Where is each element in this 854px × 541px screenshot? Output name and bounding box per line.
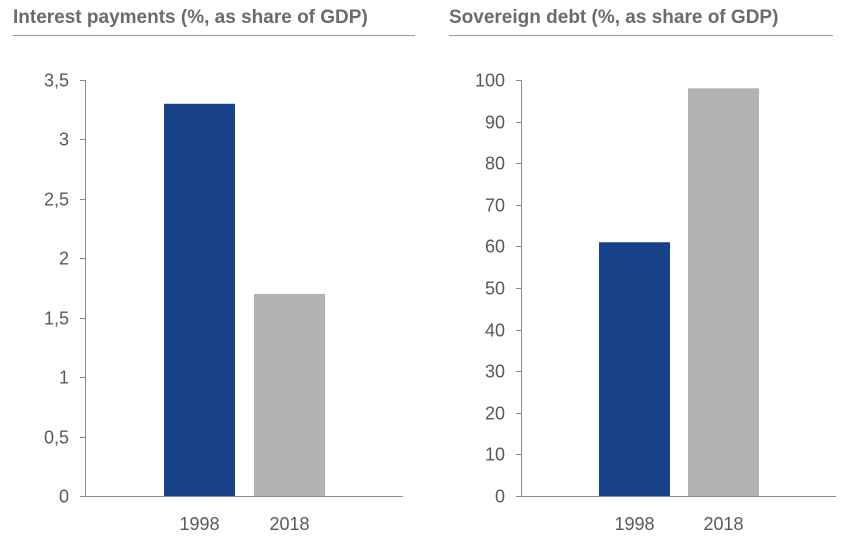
debt-y-tick-label: 50 — [485, 279, 505, 299]
debt-y-tick-label: 40 — [485, 321, 505, 341]
debt-bar-2018 — [688, 88, 759, 496]
interest-y-tick-label: 3 — [59, 130, 69, 150]
interest-y-tick-label: 0 — [59, 487, 69, 507]
debt-x-tick-label: 2018 — [703, 514, 743, 534]
debt-y-tick-label: 60 — [485, 237, 505, 257]
interest-y-tick-label: 0,5 — [44, 428, 69, 448]
debt-x-tick-label: 1998 — [614, 514, 654, 534]
debt-bar-1998 — [599, 242, 670, 496]
interest-bar-2018 — [254, 293, 325, 496]
interest-y-tick-label: 1,5 — [44, 309, 69, 329]
title-underline-right — [449, 35, 833, 36]
debt-y-tick-label: 70 — [485, 196, 505, 216]
interest-y-tick-label: 3,5 — [44, 71, 69, 91]
interest-x-tick-label: 2018 — [269, 514, 309, 534]
interest-y-tick-label: 2,5 — [44, 190, 69, 210]
interest-bar-1998 — [164, 103, 235, 497]
debt-y-tick-label: 10 — [485, 445, 505, 465]
debt-y-tick-label: 100 — [475, 71, 505, 91]
debt-y-tick-label: 90 — [485, 113, 505, 133]
debt-y-tick-label: 80 — [485, 154, 505, 174]
interest-y-tick-label: 2 — [59, 249, 69, 269]
interest-y-tick-label: 1 — [59, 368, 69, 388]
debt-y-tick-label: 20 — [485, 404, 505, 424]
title-underline-left — [13, 35, 415, 36]
chart-title-sovereign-debt: Sovereign debt (%, as share of GDP) — [449, 7, 779, 28]
debt-y-tick-label: 0 — [495, 487, 505, 507]
chart-title-interest-payments: Interest payments (%, as share of GDP) — [13, 7, 368, 28]
interest-x-tick-label: 1998 — [179, 514, 219, 534]
debt-y-tick-label: 30 — [485, 362, 505, 382]
